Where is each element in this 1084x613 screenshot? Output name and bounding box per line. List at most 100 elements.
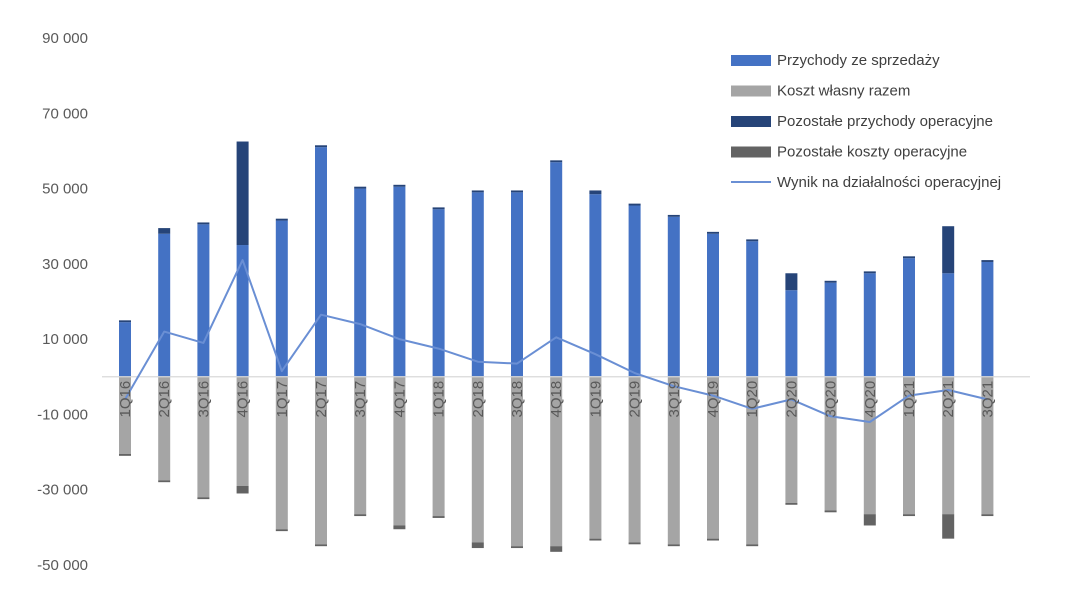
- bar-koszt-własny-razem: [903, 376, 915, 515]
- bar-pozostałe-koszty-operacyjne: [903, 514, 915, 517]
- bar-pozostałe-przychody-operacyjne: [354, 186, 367, 189]
- bar-pozostałe-przychody-operacyjne: [393, 184, 406, 187]
- x-tick-label: 4Q16: [235, 381, 252, 418]
- bar-pozostałe-koszty-operacyjne: [863, 514, 876, 526]
- bar-koszt-własny-razem: [315, 376, 327, 545]
- bar-koszt-własny-razem: [550, 376, 563, 547]
- bar-koszt-własny-razem: [707, 376, 719, 539]
- bar-koszt-własny-razem: [471, 376, 484, 543]
- bar-pozostałe-przychody-operacyjne: [707, 231, 719, 234]
- bar-przychody-ze-sprzedaży: [785, 290, 798, 377]
- bar-przychody-ze-sprzedaży: [432, 209, 445, 377]
- y-tick-label: -30 000: [37, 482, 88, 499]
- bar-przychody-ze-sprzedaży: [667, 216, 680, 377]
- x-tick-label: 1Q18: [431, 381, 448, 418]
- bar-pozostałe-koszty-operacyjne: [511, 546, 523, 549]
- bar-pozostałe-przychody-operacyjne: [785, 273, 798, 291]
- bar-koszt-własny-razem: [275, 376, 288, 530]
- bar-pozostałe-koszty-operacyjne: [197, 497, 210, 500]
- x-tick-label: 2Q20: [783, 381, 800, 418]
- legend-label: Przychody ze sprzedaży: [777, 52, 940, 69]
- bar-przychody-ze-sprzedaży: [354, 188, 367, 377]
- x-tick-label: 1Q20: [744, 381, 761, 418]
- bar-przychody-ze-sprzedaży: [903, 258, 915, 377]
- bar-pozostałe-koszty-operacyjne: [785, 502, 798, 505]
- bar-pozostałe-przychody-operacyjne: [315, 145, 327, 148]
- bar-koszt-własny-razem: [432, 376, 445, 517]
- bar-pozostałe-przychody-operacyjne: [981, 260, 994, 262]
- bar-pozostałe-przychody-operacyjne: [119, 320, 131, 323]
- bar-pozostałe-koszty-operacyjne: [746, 544, 759, 547]
- y-tick-label: 50 000: [42, 181, 88, 198]
- bar-pozostałe-koszty-operacyjne: [550, 546, 563, 552]
- x-tick-label: 4Q18: [548, 381, 565, 418]
- bar-koszt-własny-razem: [981, 376, 994, 515]
- bar-przychody-ze-sprzedaży: [863, 273, 876, 377]
- legend-swatch: [731, 55, 771, 66]
- bar-pozostałe-przychody-operacyjne: [824, 280, 837, 283]
- bar-pozostałe-koszty-operacyjne: [471, 542, 484, 549]
- bar-pozostałe-koszty-operacyjne: [315, 544, 327, 547]
- bar-pozostałe-koszty-operacyjne: [667, 544, 680, 547]
- bar-pozostałe-przychody-operacyjne: [667, 214, 680, 217]
- bar-pozostałe-przychody-operacyjne: [197, 222, 210, 225]
- bar-koszt-własny-razem: [589, 376, 602, 539]
- bar-pozostałe-koszty-operacyjne: [354, 514, 367, 517]
- bar-przychody-ze-sprzedaży: [236, 245, 249, 377]
- bar-pozostałe-przychody-operacyjne: [275, 218, 288, 221]
- x-tick-label: 2Q19: [627, 381, 644, 418]
- bar-koszt-własny-razem: [824, 376, 837, 511]
- y-tick-label: -10 000: [37, 406, 88, 423]
- x-tick-label: 1Q19: [587, 381, 604, 418]
- legend-swatch: [731, 116, 771, 127]
- bar-przychody-ze-sprzedaży: [981, 261, 994, 377]
- bar-przychody-ze-sprzedaży: [707, 233, 719, 377]
- bar-pozostałe-przychody-operacyjne: [511, 190, 523, 193]
- x-axis-labels: 1Q16 2Q16 3Q16 4Q16 1Q17 2Q17 3Q17 4Q17 1Q18 2Q18…: [117, 381, 996, 418]
- x-tick-label: 1Q17: [274, 381, 291, 418]
- bar-pozostałe-przychody-operacyjne: [628, 203, 641, 206]
- bar-koszt-własny-razem: [236, 376, 249, 486]
- bar-pozostałe-przychody-operacyjne: [903, 256, 915, 259]
- x-tick-label: 4Q20: [862, 381, 879, 418]
- legend-swatch: [731, 85, 771, 97]
- bar-pozostałe-koszty-operacyjne: [275, 529, 288, 532]
- bar-przychody-ze-sprzedaży: [746, 241, 759, 377]
- line-layer: [124, 259, 988, 423]
- bar-pozostałe-przychody-operacyjne: [746, 239, 759, 242]
- y-tick-label: 30 000: [42, 256, 88, 273]
- bar-koszt-własny-razem: [393, 376, 406, 526]
- bar-pozostałe-koszty-operacyjne: [824, 510, 837, 513]
- bar-przychody-ze-sprzedaży: [393, 186, 406, 377]
- operating-result-line: [124, 259, 988, 423]
- bar-koszt-własny-razem: [511, 376, 523, 547]
- bar-pozostałe-koszty-operacyjne: [119, 453, 131, 456]
- x-tick-label: 2Q21: [940, 381, 957, 418]
- x-tick-label: 3Q19: [666, 381, 683, 418]
- bar-pozostałe-przychody-operacyjne: [942, 226, 955, 274]
- bar-przychody-ze-sprzedaży: [275, 220, 288, 377]
- bar-pozostałe-przychody-operacyjne: [236, 141, 249, 246]
- bar-koszt-własny-razem: [158, 376, 171, 481]
- legend-swatch: [731, 146, 771, 158]
- bar-koszt-własny-razem: [863, 376, 876, 515]
- bar-pozostałe-przychody-operacyjne: [550, 160, 563, 163]
- bar-przychody-ze-sprzedaży: [197, 224, 210, 377]
- bar-przychody-ze-sprzedaży: [511, 192, 523, 377]
- bar-pozostałe-koszty-operacyjne: [589, 538, 602, 541]
- bar-koszt-własny-razem: [628, 376, 641, 543]
- bar-przychody-ze-sprzedaży: [824, 282, 837, 377]
- bar-pozostałe-koszty-operacyjne: [432, 516, 445, 518]
- bar-pozostałe-koszty-operacyjne: [628, 542, 641, 545]
- bar-pozostałe-koszty-operacyjne: [942, 514, 955, 539]
- x-tick-label: 1Q16: [117, 381, 134, 418]
- x-tick-label: 3Q21: [979, 381, 996, 418]
- legend-label: Pozostałe przychody operacyjne: [777, 113, 993, 130]
- x-tick-label: 2Q17: [313, 381, 330, 418]
- x-tick-label: 4Q19: [705, 381, 722, 418]
- x-tick-label: 3Q16: [195, 381, 212, 418]
- legend-label: Koszt własny razem: [777, 83, 910, 100]
- bar-przychody-ze-sprzedaży: [158, 233, 171, 377]
- legend-label: Wynik na działalności operacyjnej: [777, 174, 1001, 191]
